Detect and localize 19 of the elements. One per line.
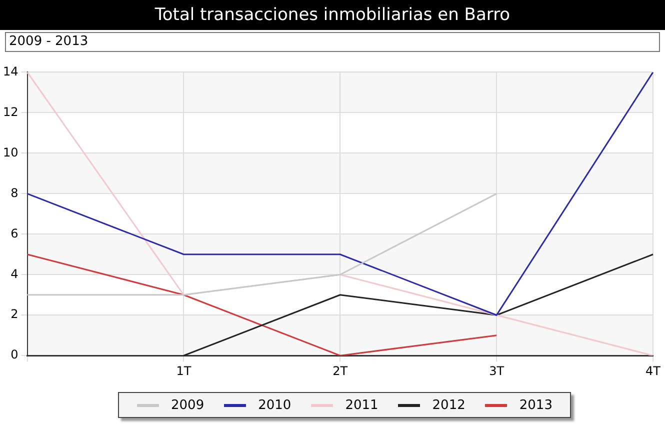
y-tick-label: 4 (10, 266, 18, 281)
legend-label: 2011 (345, 398, 378, 412)
y-tick-label: 6 (10, 226, 18, 240)
chart-title: Total transacciones inmobiliarias en Barro (0, 0, 665, 30)
legend-label: 2013 (519, 398, 552, 412)
y-tick-label: 2 (10, 307, 18, 322)
x-tick-label: 4T (646, 364, 662, 378)
y-tick-label: 14 (2, 64, 18, 78)
legend-label: 2010 (258, 398, 292, 412)
y-tick-label: 8 (10, 186, 18, 200)
legend-label: 2012 (432, 398, 466, 412)
x-tick-label: 3T (489, 364, 505, 378)
y-tick-label: 0 (10, 348, 18, 362)
y-tick-label: 12 (2, 104, 18, 119)
x-tick-label: 1T (176, 364, 192, 378)
x-tick-label: 2T (332, 364, 348, 378)
y-tick-label: 10 (2, 145, 18, 160)
chart-subtitle: 2009 - 2013 (5, 32, 660, 52)
legend-label: 2009 (171, 398, 204, 412)
